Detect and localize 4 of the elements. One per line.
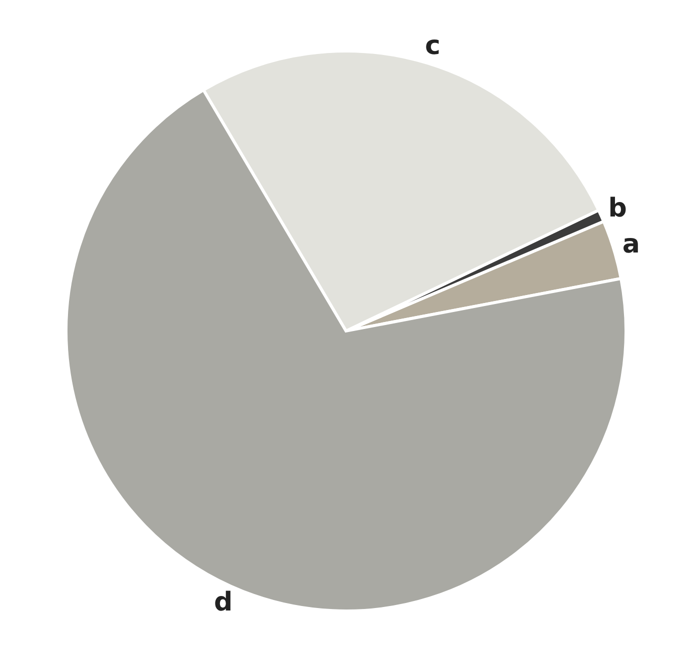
slice-label: a (622, 229, 640, 260)
slice-label: b (608, 193, 627, 224)
slice-label: c (425, 30, 440, 61)
slice-label: d (214, 588, 233, 618)
